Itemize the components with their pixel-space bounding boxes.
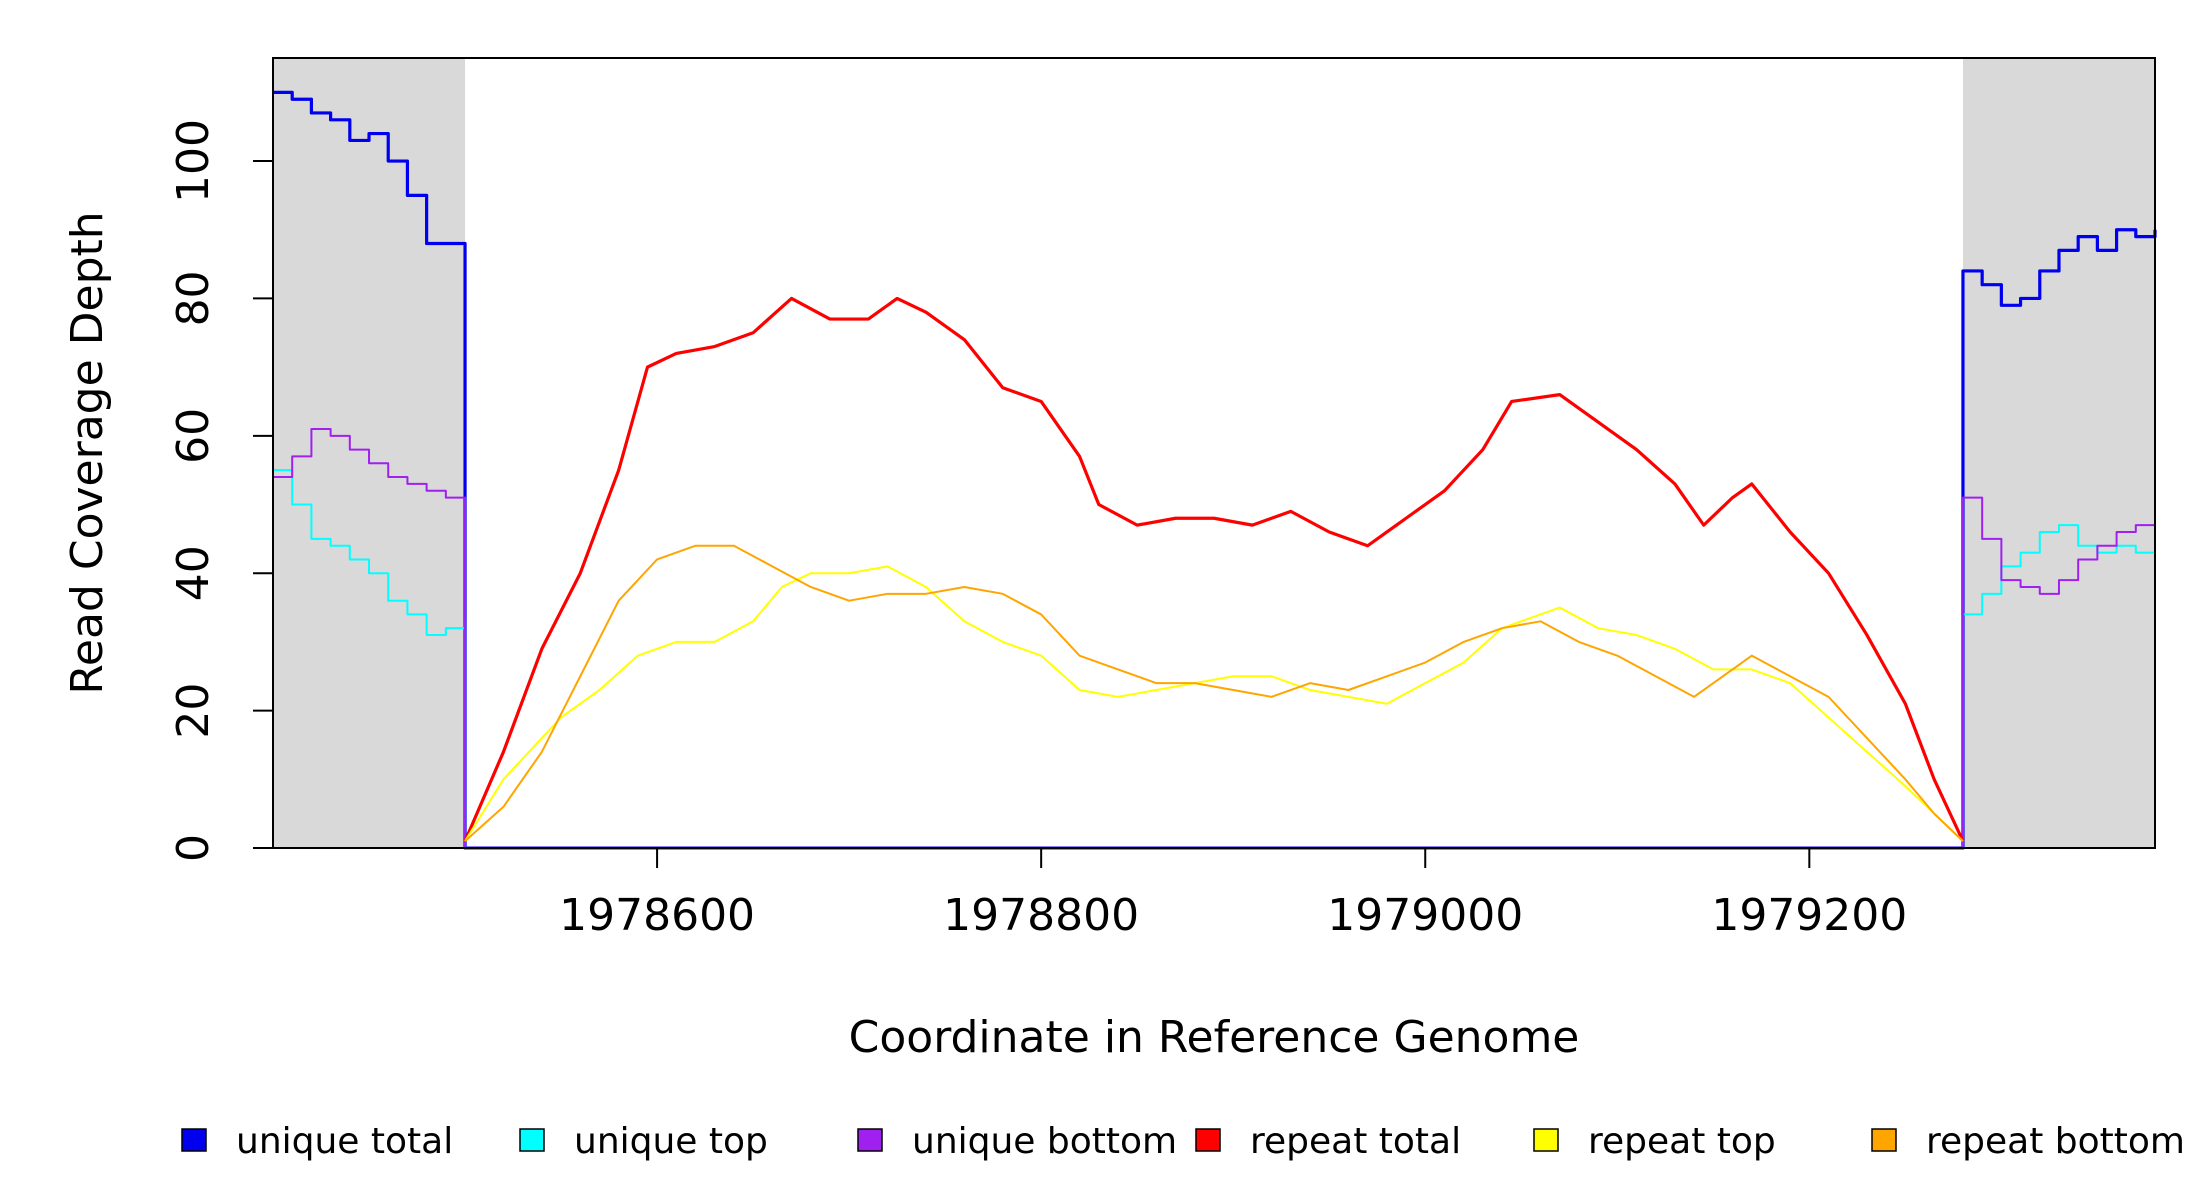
legend-label-unique-bottom: unique bottom (912, 1121, 1177, 1162)
legend-swatch-repeat-total (1195, 1128, 1221, 1152)
series-line-unique-total (273, 90, 2157, 850)
plot-frame (272, 57, 2156, 849)
y-axis: 0 20 40 60 80 100 (168, 119, 273, 862)
shaded-region-2 (1962, 58, 2155, 848)
y-tick-label: 100 (168, 119, 219, 203)
y-tick-label: 60 (168, 408, 219, 464)
legend-label-unique-total: unique total (236, 1121, 453, 1162)
legend-swatch-unique-top (519, 1128, 545, 1152)
legend-label-unique-top: unique top (574, 1121, 768, 1162)
legend-label-repeat-total: repeat total (1250, 1121, 1461, 1162)
legend-label-repeat-bottom: repeat bottom (1926, 1121, 2185, 1162)
y-tick-label: 80 (168, 270, 219, 326)
series-line-unique-top (273, 469, 2156, 849)
legend-swatch-unique-total (181, 1128, 207, 1152)
legend-swatch-repeat-top (1533, 1128, 1559, 1152)
legend-swatch-repeat-bottom (1871, 1128, 1897, 1152)
x-tick-label: 1978600 (559, 890, 755, 941)
x-tick-label: 1978800 (943, 890, 1139, 941)
legend-swatch-unique-bottom (857, 1128, 883, 1152)
series-line-repeat-top (464, 565, 1964, 842)
series-line-repeat-total (463, 296, 1965, 842)
x-axis: 1978600 1978800 1979000 1979200 (559, 848, 1907, 941)
y-tick-label: 40 (168, 545, 219, 601)
legend: unique total unique top unique bottom repea… (181, 1121, 2185, 1162)
x-tick-label: 1979000 (1327, 890, 1523, 941)
series-line-repeat-bottom (464, 544, 1964, 842)
y-axis-title: Read Coverage Depth (62, 211, 113, 694)
y-tick-label: 0 (168, 834, 219, 862)
shaded-regions (273, 58, 2155, 848)
legend-label-repeat-top: repeat top (1588, 1121, 1776, 1162)
series-line-unique-bottom (273, 427, 2156, 849)
x-tick-label: 1979200 (1711, 890, 1907, 941)
x-axis-title: Coordinate in Reference Genome (849, 1012, 1580, 1063)
y-tick-label: 20 (168, 683, 219, 739)
series-lines (273, 90, 2157, 850)
